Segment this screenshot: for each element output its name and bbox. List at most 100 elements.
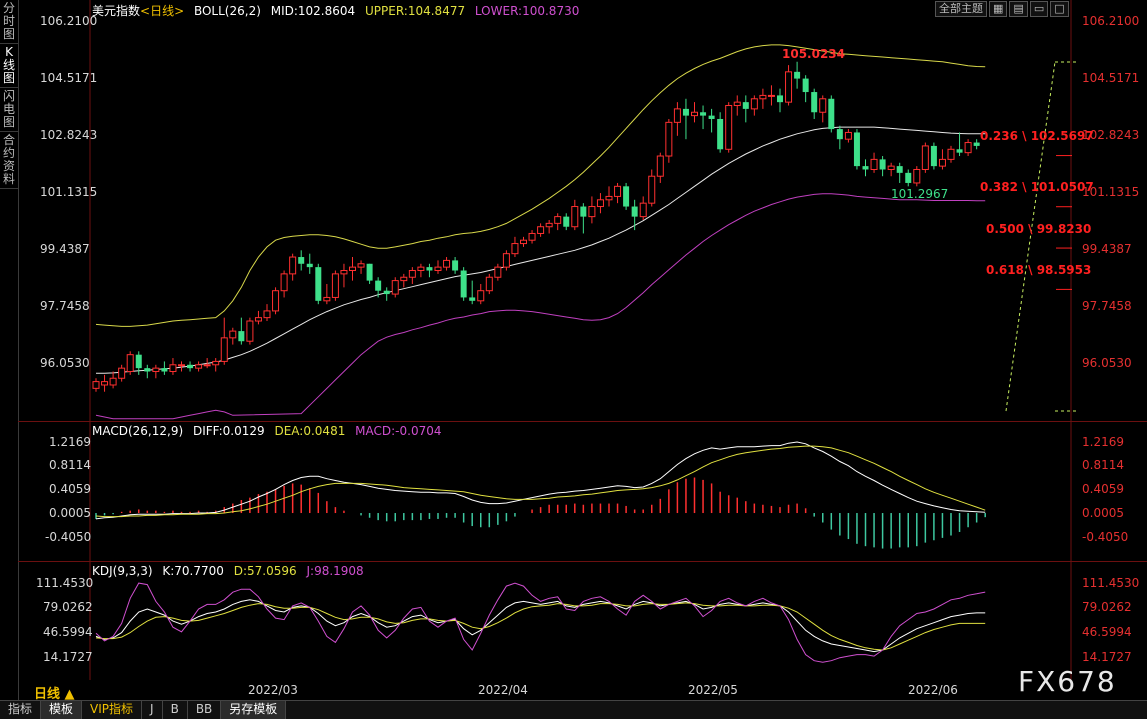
candle-body-down xyxy=(469,297,476,301)
candle-body-down xyxy=(973,142,980,146)
y-tick: 102.8243 xyxy=(1082,128,1140,142)
tab-contract-info[interactable]: 合约资料 xyxy=(0,132,18,189)
tab-vip-indicator[interactable]: VIP指标 xyxy=(82,701,143,719)
candle-body-down xyxy=(905,172,912,183)
candle-body-up xyxy=(759,94,767,100)
y-tick: 0.4059 xyxy=(1082,482,1124,496)
y-tick: 46.5994 xyxy=(43,625,93,639)
chart-icon[interactable]: ▤ xyxy=(1009,1,1028,17)
candle-body-up xyxy=(614,185,622,197)
candle-body-down xyxy=(717,118,724,150)
macd-dea: DEA:0.0481 xyxy=(274,424,346,438)
candle-body-up xyxy=(785,71,793,103)
macd-value: MACD:-0.0704 xyxy=(355,424,442,438)
candle-body-up xyxy=(938,158,946,167)
candle-body-up xyxy=(947,148,955,160)
candle-body-up xyxy=(691,111,698,117)
y-tick: 0.4059 xyxy=(49,482,91,496)
left-tab-bar: 分时图 K线图 闪电图 合约资料 xyxy=(0,0,19,700)
y-tick: 101.1315 xyxy=(40,185,98,199)
candle-body-up xyxy=(596,199,604,208)
y-tick: 1.2169 xyxy=(49,435,91,449)
minimize-icon[interactable]: ▭ xyxy=(1029,1,1049,17)
candle-body-up xyxy=(400,276,408,282)
tab-b[interactable]: B xyxy=(163,701,188,719)
candle-body-down xyxy=(742,102,749,109)
tab-template[interactable]: 模板 xyxy=(41,701,83,719)
macd-diff-line xyxy=(95,441,986,520)
candle-body-up xyxy=(246,320,254,342)
candle-body-up xyxy=(528,232,536,241)
date-tick: 2022/05 xyxy=(688,683,738,697)
y-tick: 0.8114 xyxy=(49,458,91,472)
candle-body-up xyxy=(887,165,895,170)
candle-body-up xyxy=(408,270,416,278)
maximize-icon[interactable]: □ xyxy=(1050,1,1069,17)
candle-body-up xyxy=(280,273,288,292)
tab-save-template[interactable]: 另存模板 xyxy=(221,701,287,719)
candle-body-up xyxy=(665,121,673,157)
candle-body-up xyxy=(331,273,339,298)
candle-body-down xyxy=(862,166,869,170)
grid-icon[interactable]: ▦ xyxy=(989,1,1008,17)
theme-select[interactable]: 全部主题 xyxy=(935,1,987,17)
y-tick: -0.4050 xyxy=(1082,530,1129,544)
candle-body-down xyxy=(896,166,903,173)
tab-indicator[interactable]: 指标 xyxy=(0,701,42,719)
y-tick: 104.5171 xyxy=(1082,71,1140,85)
fib-level-label: 0.236 \ 102.5697 xyxy=(980,129,1094,143)
candle-body-up xyxy=(229,330,237,339)
y-tick: 99.4387 xyxy=(1082,242,1132,256)
candle-body-up xyxy=(639,202,647,218)
tab-kline[interactable]: K线图 xyxy=(0,44,18,88)
y-tick: 0.0005 xyxy=(49,506,91,520)
candle-body-up xyxy=(272,290,280,312)
bottom-tab-bar: 指标 模板 VIP指标 J B BB 另存模板 xyxy=(0,700,1147,719)
tab-timeshare[interactable]: 分时图 xyxy=(0,0,18,44)
kdj-j: J:98.1908 xyxy=(306,564,364,578)
candle-body-down xyxy=(930,145,937,167)
panel-divider xyxy=(18,561,1147,562)
candle-body-down xyxy=(836,129,843,140)
candle-body-up xyxy=(357,263,365,268)
candle-body-up xyxy=(417,266,425,272)
boll-upper: UPPER:104.8477 xyxy=(364,4,466,18)
y-tick: 14.1727 xyxy=(43,650,93,664)
candle-body-up xyxy=(391,280,399,295)
candle-body-down xyxy=(460,270,467,298)
candle-body-up xyxy=(648,175,656,204)
watermark-logo: FX678 xyxy=(1018,665,1117,698)
candle-body-down xyxy=(315,267,322,301)
low-price-label: 101.2967 xyxy=(891,187,949,201)
candle-body-up xyxy=(656,155,664,177)
y-tick: 96.0530 xyxy=(1082,356,1132,370)
kdj-k-line xyxy=(95,599,986,653)
y-tick: 97.7458 xyxy=(40,299,90,313)
y-tick: 46.5994 xyxy=(1082,625,1132,639)
y-tick: 99.4387 xyxy=(40,242,90,256)
macd-info-line: MACD(26,12,9) DIFF:0.0129 DEA:0.0481 MAC… xyxy=(92,424,448,438)
candle-body-up xyxy=(203,364,211,367)
tab-flash[interactable]: 闪电图 xyxy=(0,88,18,132)
kdj-info-line: KDJ(9,3,3) K:70.7700 D:57.0596 J:98.1908 xyxy=(92,564,370,578)
candle-body-up xyxy=(169,364,177,373)
candle-body-down xyxy=(956,149,963,153)
candle-body-down xyxy=(306,263,313,268)
candle-body-up xyxy=(477,290,485,302)
boll-lower: LOWER:100.8730 xyxy=(474,4,580,18)
candle-body-up xyxy=(323,296,331,302)
tab-bb[interactable]: BB xyxy=(188,701,222,719)
candle-body-up xyxy=(673,108,681,123)
candle-body-down xyxy=(700,112,707,116)
tab-j[interactable]: J xyxy=(142,701,163,719)
boll-mid-line xyxy=(96,126,986,374)
candle-body-up xyxy=(109,377,117,386)
kdj-k: K:70.7700 xyxy=(162,564,224,578)
candle-body-up xyxy=(289,256,297,275)
y-tick: 0.0005 xyxy=(1082,506,1124,520)
candle-body-down xyxy=(828,98,835,130)
period-selector[interactable]: 日线 ▲ xyxy=(34,687,75,702)
candle-body-down xyxy=(366,263,373,281)
candle-body-down xyxy=(879,159,886,170)
